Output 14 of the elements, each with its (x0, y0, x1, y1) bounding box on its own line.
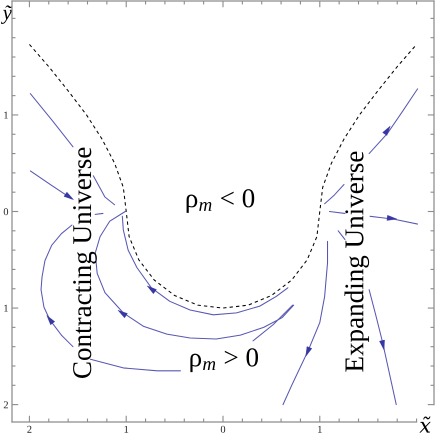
x-axis-title: x̃ (419, 416, 431, 433)
y-tick-label: 0 (4, 208, 8, 216)
x-tick-label: 1 (318, 426, 322, 433)
annotation: ρ$_{m}$ < 0 (186, 189, 254, 213)
x-tick-label: 0 (220, 426, 226, 433)
annotation: Contracting Universe (73, 148, 97, 378)
y-tick-label: 1 (4, 304, 8, 312)
y-tick-label: 2 (4, 401, 8, 408)
annotation: ρ$_{m}$ > 0 (190, 348, 258, 372)
y-axis-title: ỹ (0, 5, 12, 24)
x-tick-label: 2 (27, 426, 32, 433)
annotation: Expanding Universe (344, 152, 370, 372)
x-tick-label: 1 (124, 426, 128, 433)
y-tick-label: 1 (4, 112, 8, 119)
